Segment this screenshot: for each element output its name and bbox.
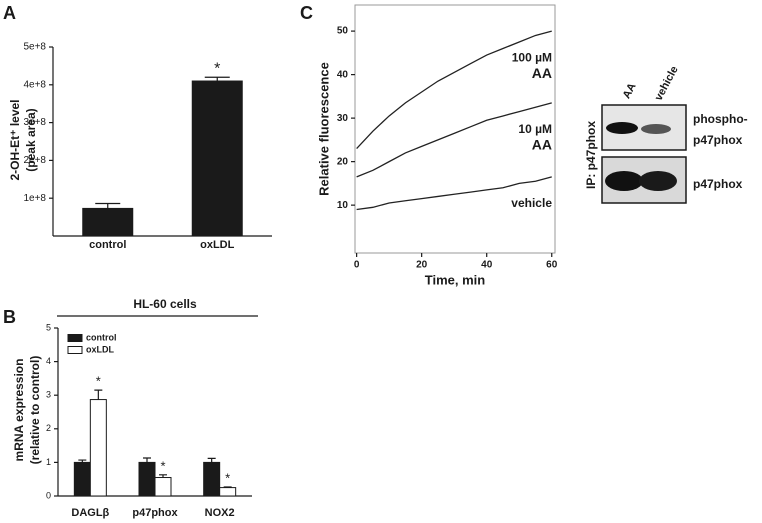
line-label: 10 µM [518, 122, 552, 136]
line-label: AA [532, 137, 552, 153]
bar [191, 80, 243, 237]
bar [73, 461, 91, 497]
y-tick-label: 1e+8 [23, 193, 46, 204]
line-label: 100 µM [512, 50, 552, 64]
bar [82, 207, 134, 237]
x-tick-label: p47phox [132, 507, 178, 519]
x-tick-label: control [89, 239, 126, 251]
y-tick-label: 1 [46, 457, 51, 467]
line-label: AA [532, 65, 552, 81]
y-tick-label: 4e+8 [23, 79, 46, 90]
bar [89, 399, 107, 497]
legend-label: oxLDL [86, 344, 115, 354]
y-tick-label: 4 [46, 356, 51, 366]
y-tick-label: 0 [46, 490, 51, 500]
error-bar [204, 76, 230, 82]
y-axis-label: (relative to control) [28, 356, 42, 465]
y-axis-label: Relative fluorescence [316, 62, 331, 196]
significance-star: * [214, 60, 220, 77]
error-bar [143, 457, 151, 463]
bar [203, 461, 221, 497]
chart-title: HL-60 cells [133, 297, 197, 311]
legend-swatch [67, 334, 83, 342]
x-axis-label: Time, min [425, 272, 486, 287]
error-bar [78, 459, 87, 463]
data-line [356, 30, 552, 150]
y-tick-label: 3 [46, 390, 51, 400]
legend-swatch [67, 346, 83, 354]
blot-band [605, 171, 643, 191]
blot-band [639, 171, 677, 191]
data-line [356, 102, 552, 178]
x-tick-label: 60 [546, 260, 558, 271]
error-bar [94, 389, 103, 400]
blot-side-label: IP: p47phox [584, 121, 598, 189]
bar [154, 477, 172, 497]
error-bar [207, 457, 216, 463]
bar [219, 487, 237, 497]
x-tick-label: 0 [354, 260, 360, 271]
error-bar [95, 202, 121, 209]
lane-label: AA [621, 81, 639, 101]
y-tick-label: 10 [337, 200, 349, 211]
x-tick-label: 20 [416, 260, 428, 271]
x-tick-label: DAGLβ [71, 507, 109, 519]
y-tick-label: 2e+8 [23, 155, 46, 166]
panel-letter: A [3, 3, 16, 23]
panel-letter: C [300, 3, 313, 23]
y-tick-label: 5 [46, 322, 51, 332]
plot-frame [354, 4, 556, 254]
y-tick-label: 40 [337, 69, 349, 80]
significance-star: * [160, 458, 165, 473]
blot-band [641, 124, 671, 134]
bar [138, 461, 156, 497]
x-tick-label: 40 [481, 260, 493, 271]
y-tick-label: 5e+8 [23, 42, 46, 53]
error-bar [223, 486, 232, 488]
blot-band [606, 122, 638, 134]
line-label: vehicle [511, 196, 552, 210]
blot-row-label: p47phox [693, 177, 743, 191]
y-tick-label: 30 [337, 113, 349, 124]
x-tick-label: NOX2 [205, 507, 235, 519]
legend-label: control [86, 332, 117, 342]
y-axis-label: mRNA expression [12, 359, 26, 462]
y-tick-label: 20 [337, 156, 349, 167]
significance-star: * [225, 470, 230, 485]
y-tick-label: 3e+8 [23, 117, 46, 128]
y-axis-label: 2-OH-Et⁺ level [8, 99, 22, 180]
lane-label: vehicle [653, 64, 681, 103]
panel-letter: B [3, 307, 16, 327]
blot-row-label: phospho- [693, 112, 748, 126]
error-bar [159, 474, 167, 478]
significance-star: * [96, 374, 101, 389]
y-tick-label: 2 [46, 423, 51, 433]
x-tick-label: oxLDL [200, 239, 235, 251]
data-line [356, 176, 552, 211]
y-axis-label: (peak area) [24, 108, 38, 171]
y-tick-label: 50 [337, 26, 349, 37]
blot-row-label: p47phox [693, 133, 743, 147]
